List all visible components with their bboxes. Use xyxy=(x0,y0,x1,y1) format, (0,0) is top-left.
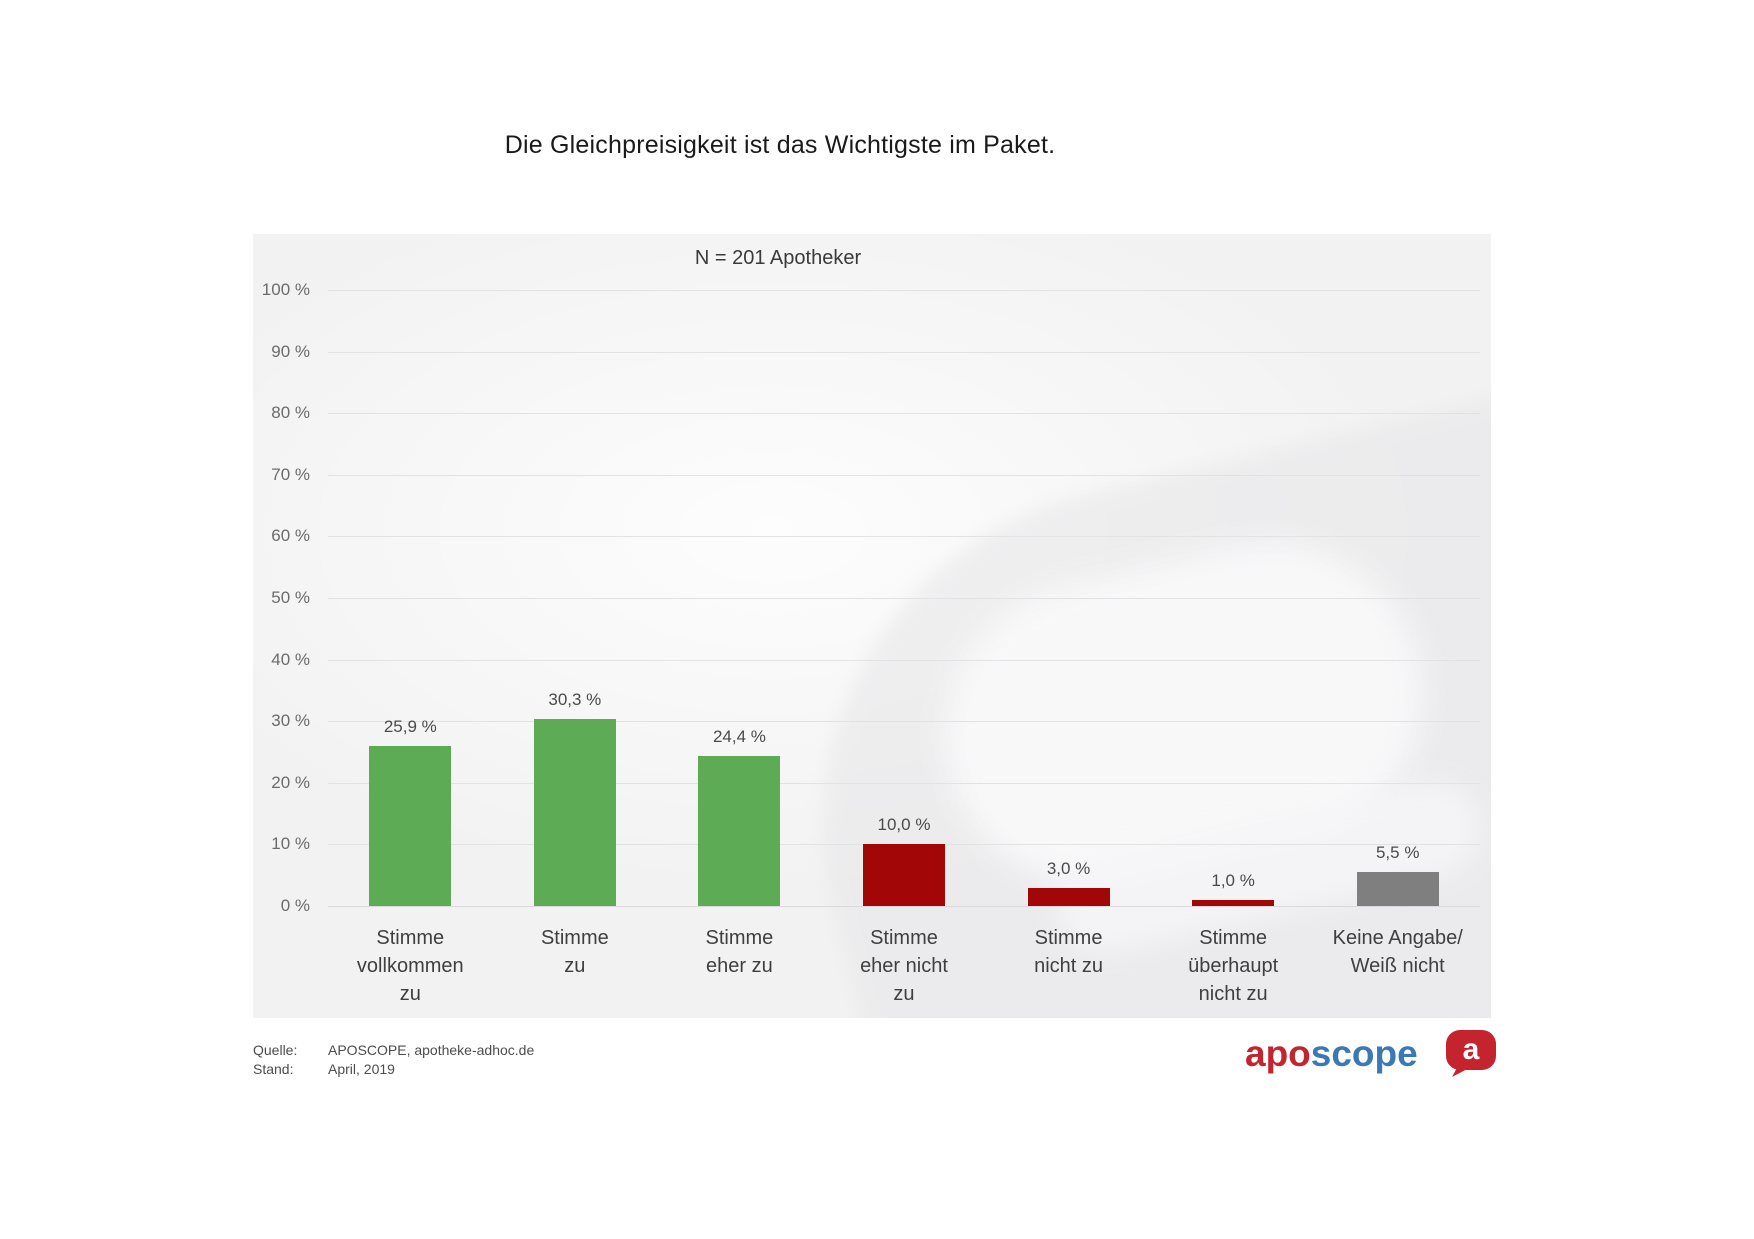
bar-value-label: 1,0 % xyxy=(1211,870,1255,890)
y-axis-tick-label: 20 % xyxy=(271,772,310,792)
bar-value-label: 10,0 % xyxy=(877,815,931,835)
bar-column: 24,4 % Stimme eher zu xyxy=(657,290,822,977)
bar-column: 1,0 % Stimme überhaupt nicht zu xyxy=(1151,290,1316,1005)
bar-value-label: 3,0 % xyxy=(1046,858,1091,878)
category-line: eher zu xyxy=(706,955,773,977)
y-axis-tick-label: 10 % xyxy=(271,834,310,854)
y-axis-tick-label: 90 % xyxy=(271,341,310,361)
bar-column: 3,0 % Stimme nicht zu xyxy=(986,290,1151,977)
x-axis-category-label: Stimme vollkommen zu xyxy=(357,924,464,1008)
category-line: zu xyxy=(893,983,915,1005)
source-value: APOSCOPE, apotheke-adhoc.de xyxy=(328,1042,535,1058)
aposcope-logo: aposcope a xyxy=(1245,1030,1497,1078)
y-axis-tick-label: 80 % xyxy=(271,403,310,423)
y-axis-tick-label: 40 % xyxy=(271,649,310,669)
bar-4 xyxy=(1027,887,1110,906)
source-label: Quelle: xyxy=(253,1042,298,1058)
bar-0 xyxy=(369,746,452,906)
category-line: Stimme xyxy=(540,927,609,949)
category-line: Weiß nicht xyxy=(1350,955,1445,977)
x-axis-category-label: Stimme überhaupt nicht zu xyxy=(1188,924,1278,1008)
chart-subtitle: N = 201 Apotheker xyxy=(694,247,862,269)
bar-column: 30,3 % Stimme zu xyxy=(493,290,658,977)
y-axis-tick-label: 100 % xyxy=(261,280,310,299)
plot-area: 0 % 10 % 20 % 30 % 40 % 50 % 60 % 70 % 80 % 90 % 1… xyxy=(262,280,1480,1005)
category-line: Stimme xyxy=(705,927,774,949)
logo-text: aposcope xyxy=(1245,1030,1418,1078)
y-axis-tick-label: 30 % xyxy=(271,711,310,731)
bar-column: 5,5 % Keine Angabe/Weiß nicht xyxy=(1315,290,1480,977)
y-axis-tick-label: 60 % xyxy=(271,526,310,546)
bar-value-label: 5,5 % xyxy=(1375,843,1420,863)
logo-text-apo: apo xyxy=(1245,1033,1311,1074)
bar-column: 10,0 % Stimme eher nicht zu xyxy=(822,290,987,1005)
bar-1 xyxy=(533,719,616,906)
category-line: zu xyxy=(399,983,421,1005)
y-axis-tick-label: 0 % xyxy=(280,896,310,915)
x-axis-category-label: Keine Angabe/Weiß nicht xyxy=(1333,924,1463,980)
x-axis-category-label: Stimme zu xyxy=(541,924,609,980)
category-line: Stimme xyxy=(1199,927,1268,949)
date-label: Stand: xyxy=(253,1061,294,1077)
y-axis-tick-label: 70 % xyxy=(271,464,310,484)
category-line: nicht zu xyxy=(1034,955,1104,977)
x-axis-category-label: Stimme eher zu xyxy=(706,924,774,980)
date-value: April, 2019 xyxy=(328,1061,395,1077)
bar-column: 25,9 % Stimme vollkommen zu xyxy=(328,290,493,1005)
category-line: überhaupt xyxy=(1188,955,1279,977)
category-line: Keine Angabe/ xyxy=(1332,927,1463,949)
aposcope-icon: a xyxy=(1445,1030,1496,1077)
x-axis-category-label: Stimme eher nicht zu xyxy=(860,924,948,1008)
logo-icon-letter: a xyxy=(1462,1033,1479,1066)
category-line: Stimme xyxy=(1034,927,1103,949)
category-line: vollkommen xyxy=(356,955,464,977)
bar-value-label: 30,3 % xyxy=(548,690,602,710)
bar-5 xyxy=(1192,899,1275,906)
page-title: Die Gleichpreisigkeit ist das Wichtigste… xyxy=(504,131,1056,159)
category-line: nicht zu xyxy=(1198,983,1268,1005)
bar-6 xyxy=(1356,872,1439,906)
bar-2 xyxy=(698,755,781,906)
gridline-0 xyxy=(328,906,1480,907)
category-line: Stimme xyxy=(870,927,938,949)
bar-value-label: 25,9 % xyxy=(383,717,437,737)
logo-text-scope: scope xyxy=(1310,1033,1418,1074)
category-line: Stimme xyxy=(376,927,445,949)
x-axis-category-label: Stimme nicht zu xyxy=(1034,924,1103,980)
category-line: eher nicht xyxy=(860,955,948,977)
source-block: Quelle: APOSCOPE, apotheke-adhoc.de Stan… xyxy=(253,1042,534,1077)
chart-panel: N = 201 Apotheker 0 % 10 % 20 % 30 % 40 % 50 … xyxy=(253,234,1491,1018)
y-axis-tick-label: 50 % xyxy=(271,588,310,607)
bar-value-label: 24,4 % xyxy=(712,726,766,746)
category-line: zu xyxy=(564,955,586,977)
bar-3 xyxy=(862,844,945,906)
